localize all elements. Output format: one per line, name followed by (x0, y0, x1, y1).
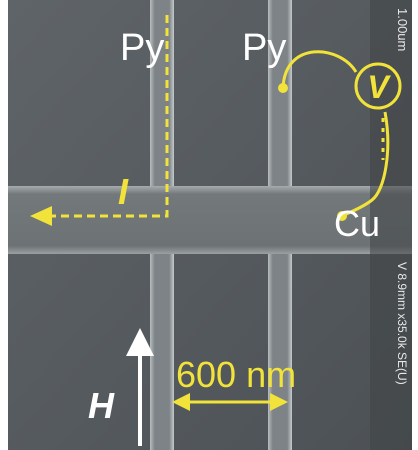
micrograph-figure: 1.00um V 8.9mm x35.0k SE(U) Py Py V I Cu… (0, 0, 418, 450)
py-label: Py (242, 27, 286, 69)
py-label: Py (120, 27, 164, 69)
scale-label: 600 nm (176, 354, 296, 395)
sem-settings: V 8.9mm x35.0k SE(U) (395, 262, 409, 385)
voltage-label: V (367, 69, 391, 105)
current-label: I (118, 171, 129, 212)
contact-dot (278, 83, 288, 93)
cu-label: Cu (334, 203, 380, 244)
field-label: H (88, 385, 115, 426)
scale-bar-text: 1.00um (395, 8, 410, 51)
